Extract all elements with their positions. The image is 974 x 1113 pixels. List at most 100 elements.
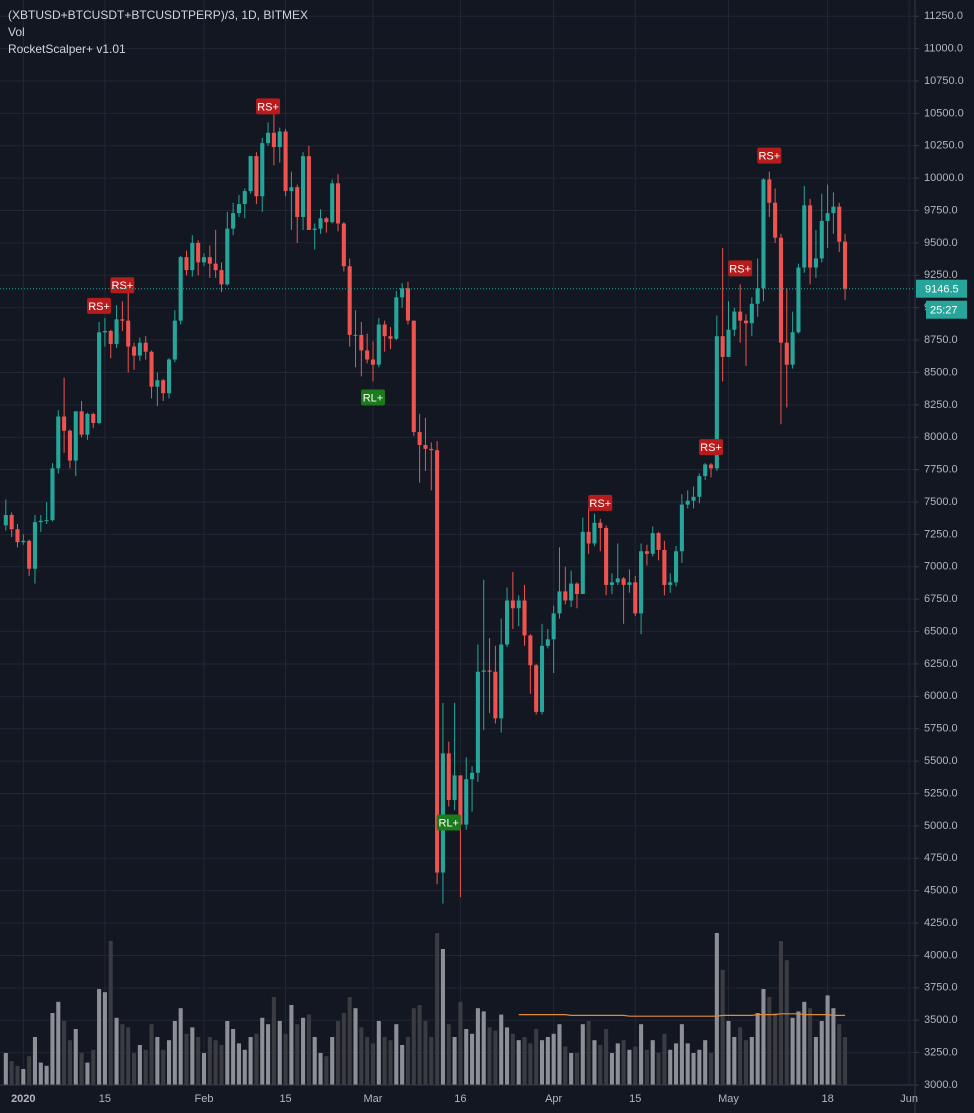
volume-bar xyxy=(767,997,772,1085)
candle-body xyxy=(213,263,218,271)
candle-body xyxy=(400,288,405,298)
candle-body xyxy=(545,639,550,646)
candle-body xyxy=(370,359,376,365)
signal-label: RS+ xyxy=(700,442,722,454)
volume-bar xyxy=(236,1043,241,1085)
candle-body xyxy=(464,779,469,825)
candle-body xyxy=(843,241,848,289)
volume-bar xyxy=(738,1027,743,1085)
candle-body xyxy=(353,334,358,336)
volume-bar xyxy=(108,941,113,1085)
volume-bar xyxy=(382,1037,387,1085)
y-tick-label: 7250.0 xyxy=(924,528,958,540)
candle-body xyxy=(79,411,84,435)
volume-bar xyxy=(196,1037,201,1085)
indicator-name: RocketScalper+ v1.01 xyxy=(8,42,126,56)
candle-body xyxy=(592,522,597,544)
candle-body xyxy=(3,514,8,526)
volume-bar xyxy=(38,1062,43,1085)
candle-body xyxy=(394,297,399,339)
volume-bar xyxy=(289,1005,294,1085)
candle-body xyxy=(266,132,271,144)
candle-body xyxy=(56,416,61,469)
volume-bar xyxy=(435,933,440,1085)
candle-body xyxy=(347,266,352,335)
y-tick-label: 9250.0 xyxy=(924,269,958,281)
volume-bar xyxy=(446,1024,451,1085)
signal-label: RS+ xyxy=(589,498,611,510)
volume-bar xyxy=(114,1017,119,1085)
volume-bar xyxy=(411,1008,416,1085)
candle-body xyxy=(44,520,49,522)
candle-body xyxy=(685,500,690,505)
candle-body xyxy=(679,504,684,552)
candle-body xyxy=(656,533,661,550)
y-tick-label: 9750.0 xyxy=(924,204,958,216)
candle-body xyxy=(62,416,67,431)
volume-bar xyxy=(639,1024,644,1085)
volume-bar xyxy=(213,1040,218,1085)
signal-badge xyxy=(588,494,613,511)
volume-bar xyxy=(563,1046,568,1085)
candle-body xyxy=(132,346,137,356)
candle-body xyxy=(120,319,125,321)
candle-body xyxy=(697,476,702,497)
candle-body xyxy=(9,514,14,530)
volume-bar xyxy=(15,1065,20,1085)
candle-body xyxy=(732,311,737,330)
volume-bar xyxy=(778,941,783,1085)
y-tick-label: 8750.0 xyxy=(924,334,958,346)
volume-bar xyxy=(9,1061,14,1085)
volume-bar xyxy=(499,1014,504,1085)
y-tick-label: 7750.0 xyxy=(924,464,958,476)
volume-bar xyxy=(586,1021,591,1085)
y-tick-label: 3500.0 xyxy=(924,1014,958,1026)
volume-bar xyxy=(102,992,107,1085)
signal-badge xyxy=(110,277,135,294)
candle-body xyxy=(91,413,96,423)
candle-body xyxy=(510,600,515,609)
x-tick-label: 15 xyxy=(279,1093,291,1105)
volume-bar xyxy=(516,1040,521,1085)
candle-body xyxy=(633,582,638,614)
candle-body xyxy=(528,635,533,666)
volume-bar xyxy=(242,1049,247,1085)
volume-bar xyxy=(201,1053,207,1085)
signal-badge xyxy=(436,814,461,831)
countdown-tag xyxy=(926,300,967,319)
y-tick-label: 10000.0 xyxy=(924,172,964,184)
candle-body xyxy=(330,183,335,223)
candle-body xyxy=(755,288,760,304)
volume-bar xyxy=(749,1037,754,1085)
candle-body xyxy=(435,450,440,873)
volume-bar xyxy=(97,989,102,1085)
candle-body xyxy=(650,533,655,554)
candle-body xyxy=(580,531,585,594)
volume-bar xyxy=(283,1033,288,1085)
volume-bar xyxy=(271,997,276,1085)
volume-bar xyxy=(691,1053,696,1085)
candle-body xyxy=(161,380,166,394)
volume-bar xyxy=(464,1029,469,1085)
candle-body xyxy=(219,270,224,285)
volume-bar xyxy=(91,1049,96,1085)
candle-body xyxy=(831,206,836,214)
candle-body xyxy=(609,582,614,585)
volume-bar xyxy=(761,989,766,1085)
volume-bar xyxy=(376,1021,381,1085)
candle-body xyxy=(114,319,119,344)
volume-bar xyxy=(21,1069,26,1085)
countdown-label: 25:27 xyxy=(930,305,958,317)
candle-body xyxy=(569,583,574,601)
volume-bar xyxy=(743,1040,749,1085)
volume-bar xyxy=(592,1040,597,1085)
chart-title: (XBTUSD+BTCUSDT+BTCUSDTPERP)/3, 1D, BITM… xyxy=(8,8,308,22)
y-tick-label: 10750.0 xyxy=(924,75,964,87)
volume-bar xyxy=(312,1037,317,1085)
candle-body xyxy=(359,334,364,351)
time-axis: 2020 15 Feb 15 Mar 16 Apr 15 May 18 Jun xyxy=(0,1084,918,1105)
volume-bar xyxy=(493,1030,498,1085)
candle-body xyxy=(720,336,725,357)
plot-area: RS+RS+RS+RL+RL+RS+RS+RS+RS+ xyxy=(0,0,915,1086)
y-tick-label: 11250.0 xyxy=(924,10,963,22)
